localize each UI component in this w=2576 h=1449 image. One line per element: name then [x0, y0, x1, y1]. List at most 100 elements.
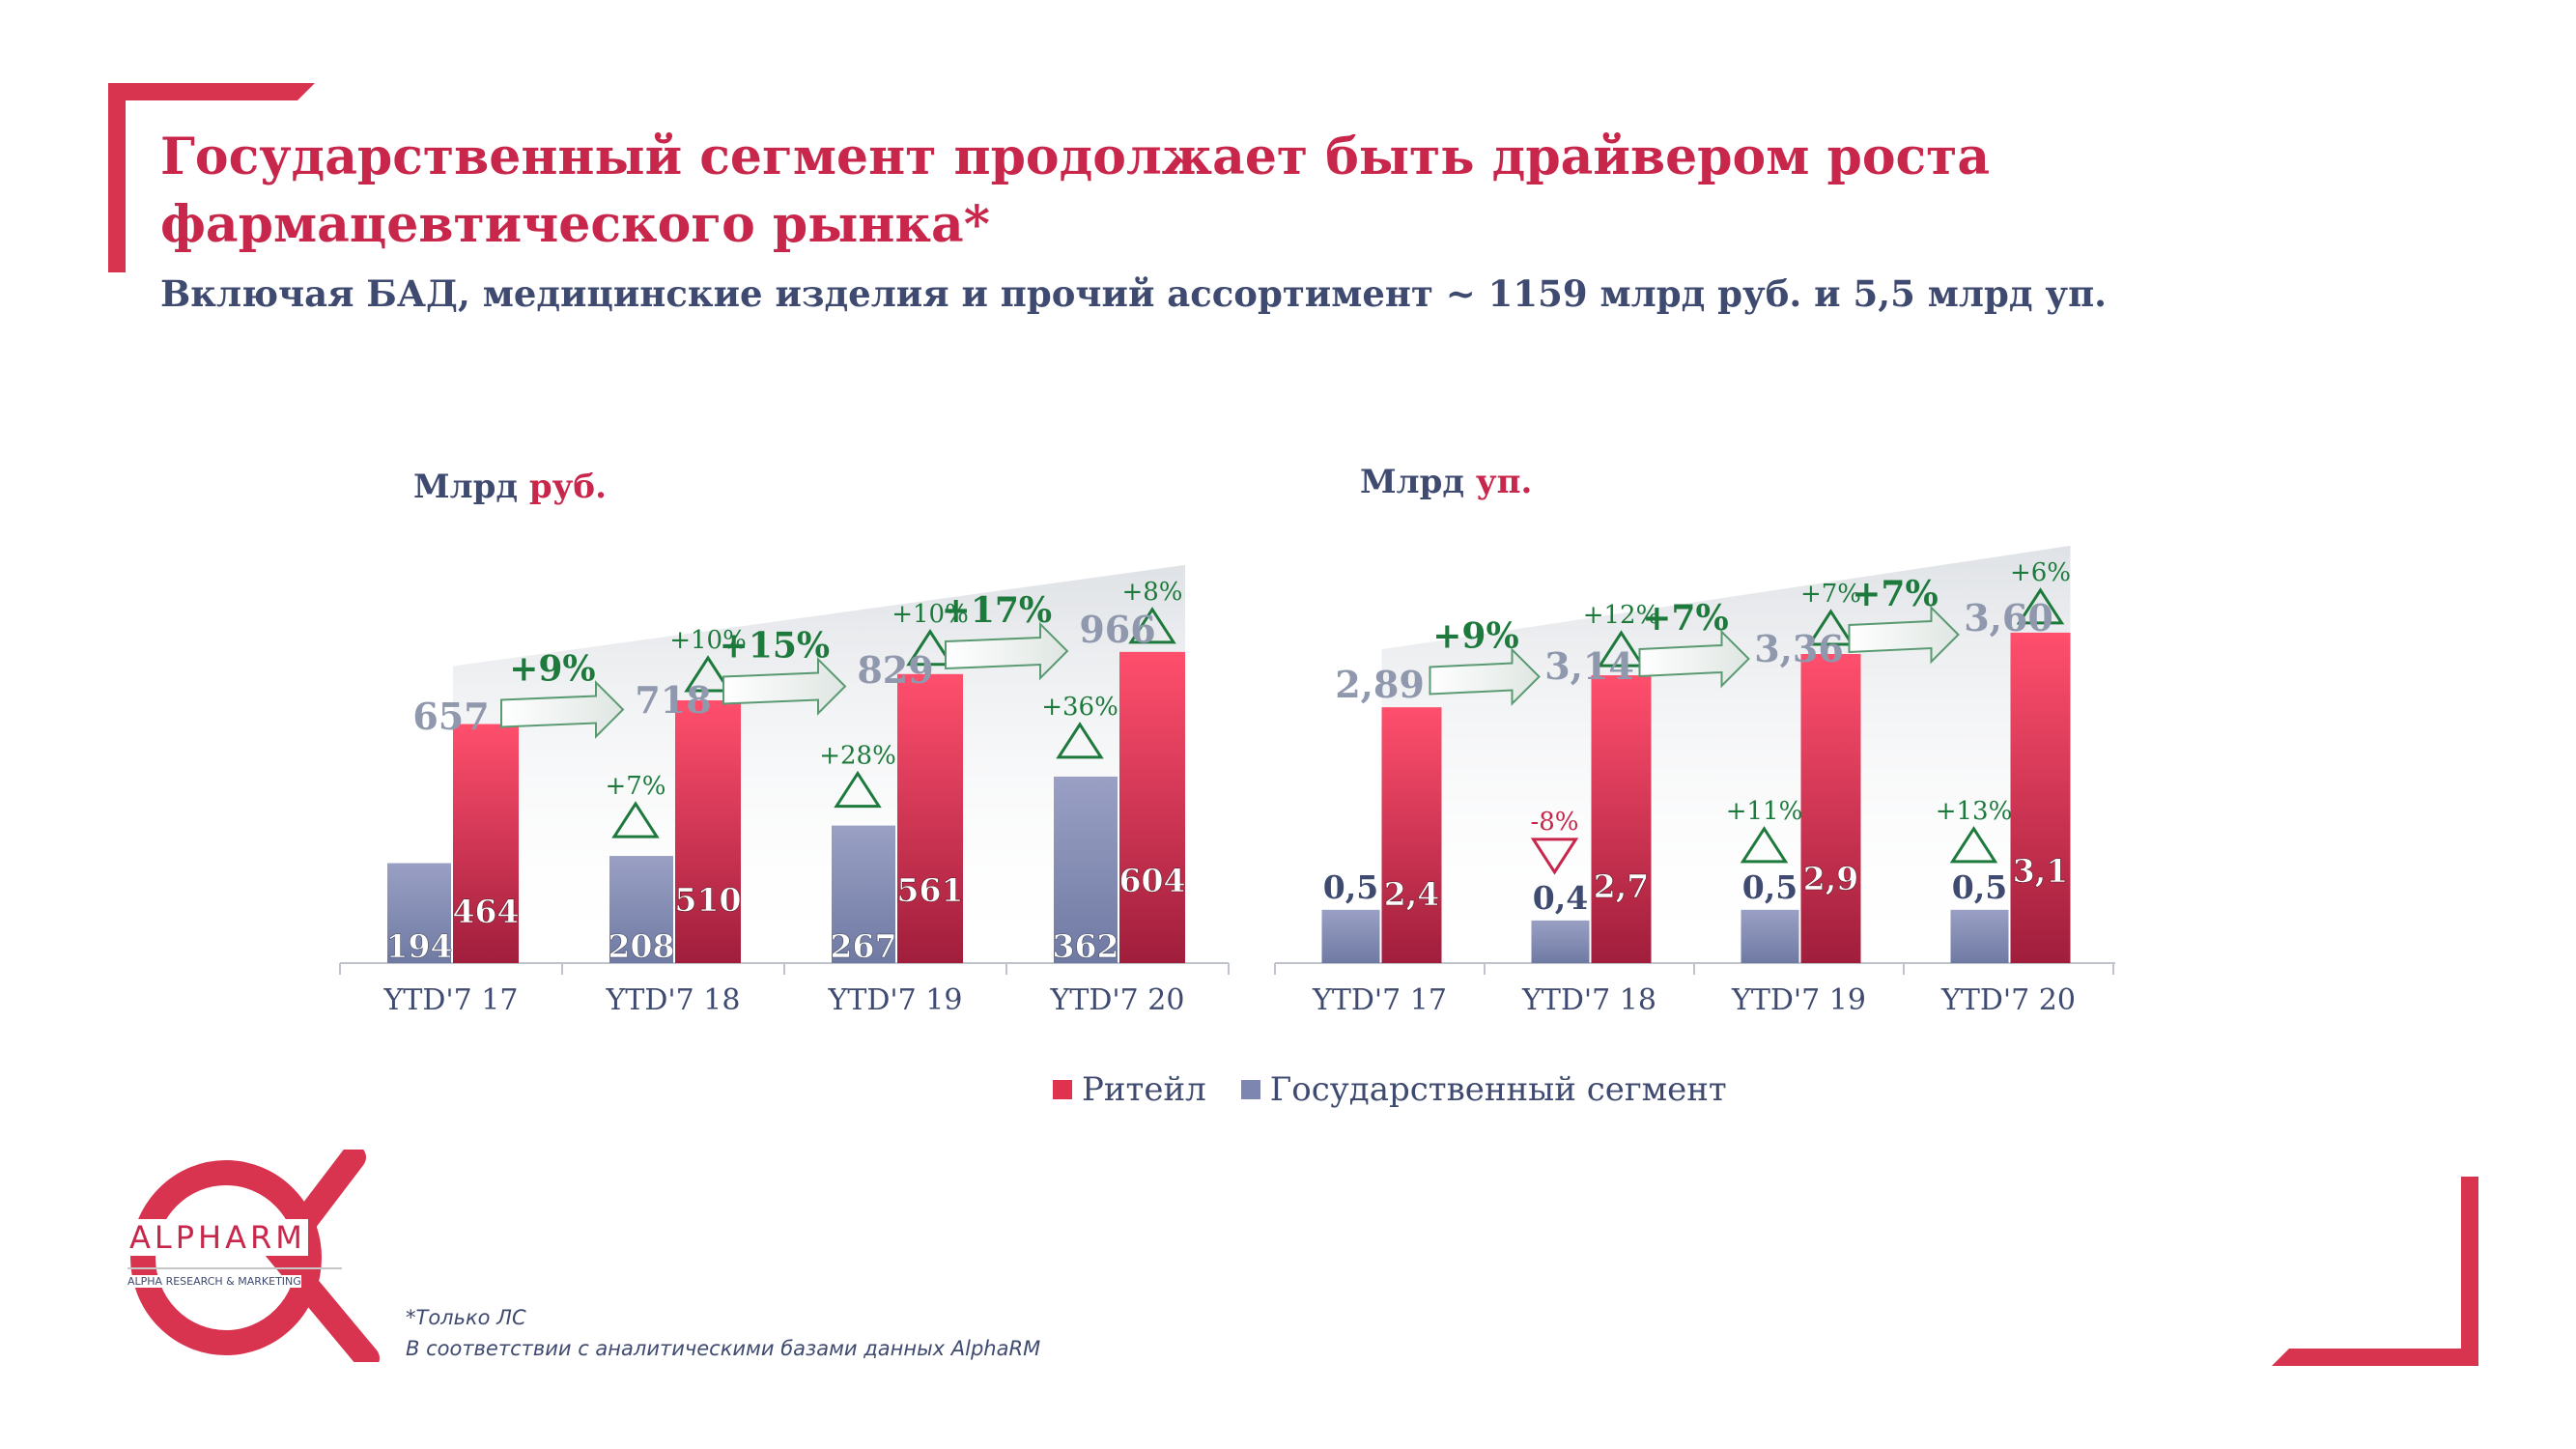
total-growth-label: +17% [942, 590, 1052, 631]
x-tick-label: YTD'7 19 [828, 983, 963, 1017]
growth-label-retail: +10% [892, 600, 969, 629]
logo-name: ALPHARM [127, 1219, 308, 1256]
total-label: 3,36 [1754, 627, 1844, 670]
total-growth-label: +7% [1642, 598, 1728, 639]
legend-swatch-gov [1240, 1080, 1260, 1099]
bar-gov [609, 856, 673, 963]
data-label-retail: 2,7 [1594, 867, 1649, 905]
data-label-retail: 2,4 [1384, 875, 1439, 913]
bar-retail [675, 700, 741, 963]
data-label-retail: 604 [1119, 862, 1186, 899]
data-label-retail: 561 [897, 871, 964, 909]
total-label: 657 [412, 695, 489, 738]
total-growth-label: +9% [1432, 616, 1518, 657]
bar-gov [1950, 909, 2009, 963]
data-label-gov: 0,5 [1952, 868, 2007, 906]
page-title-line-1: Государственный сегмент продолжает быть … [160, 128, 1991, 186]
total-growth-arrow-icon [1429, 647, 1541, 706]
growth-label-gov: +36% [1041, 693, 1118, 722]
growth-up-icon [684, 655, 732, 693]
growth-label-retail: +12% [1583, 601, 1660, 630]
growth-up-icon [1056, 722, 1104, 759]
total-growth-arrow-icon [1638, 629, 1750, 689]
x-tick-label: YTD'7 18 [606, 983, 741, 1017]
total-growth-arrow-icon [500, 680, 625, 739]
data-label-retail: 2,9 [1803, 860, 1858, 897]
total-growth-arrow-icon [722, 657, 847, 716]
bar-retail [1591, 675, 1652, 963]
growth-label-gov: +7% [605, 772, 665, 801]
total-growth-arrow-icon [1848, 605, 1960, 665]
growth-label-gov: -8% [1530, 808, 1578, 837]
data-label-retail: 464 [453, 893, 520, 930]
legend-item-retail: Ритейл [1053, 1070, 1206, 1109]
growth-label-retail: +10% [669, 626, 747, 655]
growth-up-icon [906, 629, 954, 667]
page-subtitle: Включая БАД, медицинские изделия и прочи… [160, 272, 2108, 315]
bar-retail [1800, 654, 1861, 963]
x-tick-label: YTD'7 18 [1521, 983, 1656, 1017]
data-label-gov: 267 [831, 927, 897, 965]
chart-legend: Ритейл Государственный сегмент [1053, 1070, 1727, 1109]
chart-1-unit-label: Млрд руб. [413, 468, 607, 506]
data-label-gov: 0,4 [1533, 879, 1588, 917]
total-label: 3,60 [1964, 596, 2053, 639]
bar-retail [2010, 632, 2071, 963]
footnote-1: *Только ЛС [406, 1306, 526, 1329]
data-label-gov: 362 [1053, 927, 1119, 965]
logo-divider [127, 1267, 342, 1269]
growth-label-gov: +13% [1936, 797, 2013, 826]
bar-gov [1741, 909, 1799, 963]
growth-label-retail: +6% [2010, 558, 2071, 587]
x-tick-label: YTD'7 20 [1940, 983, 2076, 1017]
total-growth-label: +7% [1852, 574, 1938, 614]
page-title: Государственный сегмент продолжает быть … [160, 124, 2285, 259]
x-tick-label: YTD'7 20 [1050, 983, 1185, 1017]
legend-swatch-retail [1053, 1080, 1072, 1099]
legend-label-retail: Ритейл [1082, 1070, 1206, 1109]
page-title-line-2: фармацевтического рынка* [160, 195, 990, 254]
legend-item-gov: Государственный сегмент [1240, 1070, 1727, 1109]
growth-up-icon [1806, 609, 1855, 646]
data-label-gov: 194 [386, 927, 453, 965]
growth-label-gov: +28% [819, 742, 896, 771]
total-label: 966 [1079, 608, 1155, 651]
bar-gov [387, 863, 451, 963]
growth-up-icon [611, 801, 660, 838]
legend-label-gov: Государственный сегмент [1269, 1070, 1727, 1109]
total-label: 3,14 [1544, 644, 1634, 688]
growth-up-icon [834, 770, 882, 809]
data-label-retail: 3,1 [2013, 852, 2068, 890]
data-label-retail: 510 [675, 881, 742, 919]
growth-label-gov: +11% [1726, 797, 1803, 826]
growth-up-icon [1740, 826, 1789, 864]
data-label-gov: 0,5 [1742, 868, 1798, 906]
bar-gov [1054, 776, 1118, 963]
growth-up-icon [2016, 587, 2065, 625]
x-tick-label: YTD'7 19 [1731, 983, 1866, 1017]
bar-retail [897, 673, 963, 963]
growth-down-icon [1530, 838, 1579, 875]
total-growth-arrow-icon [945, 621, 1069, 681]
bar-retail [453, 724, 519, 963]
data-label-gov: 208 [609, 927, 675, 965]
total-label: 718 [635, 678, 711, 722]
bar-gov [1321, 909, 1380, 963]
footnote-2: В соответствии с аналитическими базами д… [406, 1337, 1041, 1360]
growth-up-icon [1949, 826, 1998, 864]
bar-retail [1119, 651, 1185, 963]
logo-tagline: ALPHA RESEARCH & MARKETING [127, 1275, 301, 1288]
total-growth-label: +9% [509, 649, 595, 690]
total-growth-label: +15% [720, 626, 830, 667]
bar-gov [1531, 920, 1590, 963]
alpharm-logo-mark [130, 1150, 380, 1362]
bar-gov [832, 825, 895, 963]
data-label-gov: 0,5 [1323, 868, 1378, 906]
growth-up-icon [1597, 630, 1646, 668]
total-label: 829 [857, 648, 933, 692]
chart-2-unit-label: Млрд уп. [1360, 463, 1532, 501]
growth-label-retail: +8% [1121, 578, 1182, 607]
growth-up-icon [1128, 607, 1176, 644]
growth-label-retail: +7% [1800, 580, 1861, 609]
